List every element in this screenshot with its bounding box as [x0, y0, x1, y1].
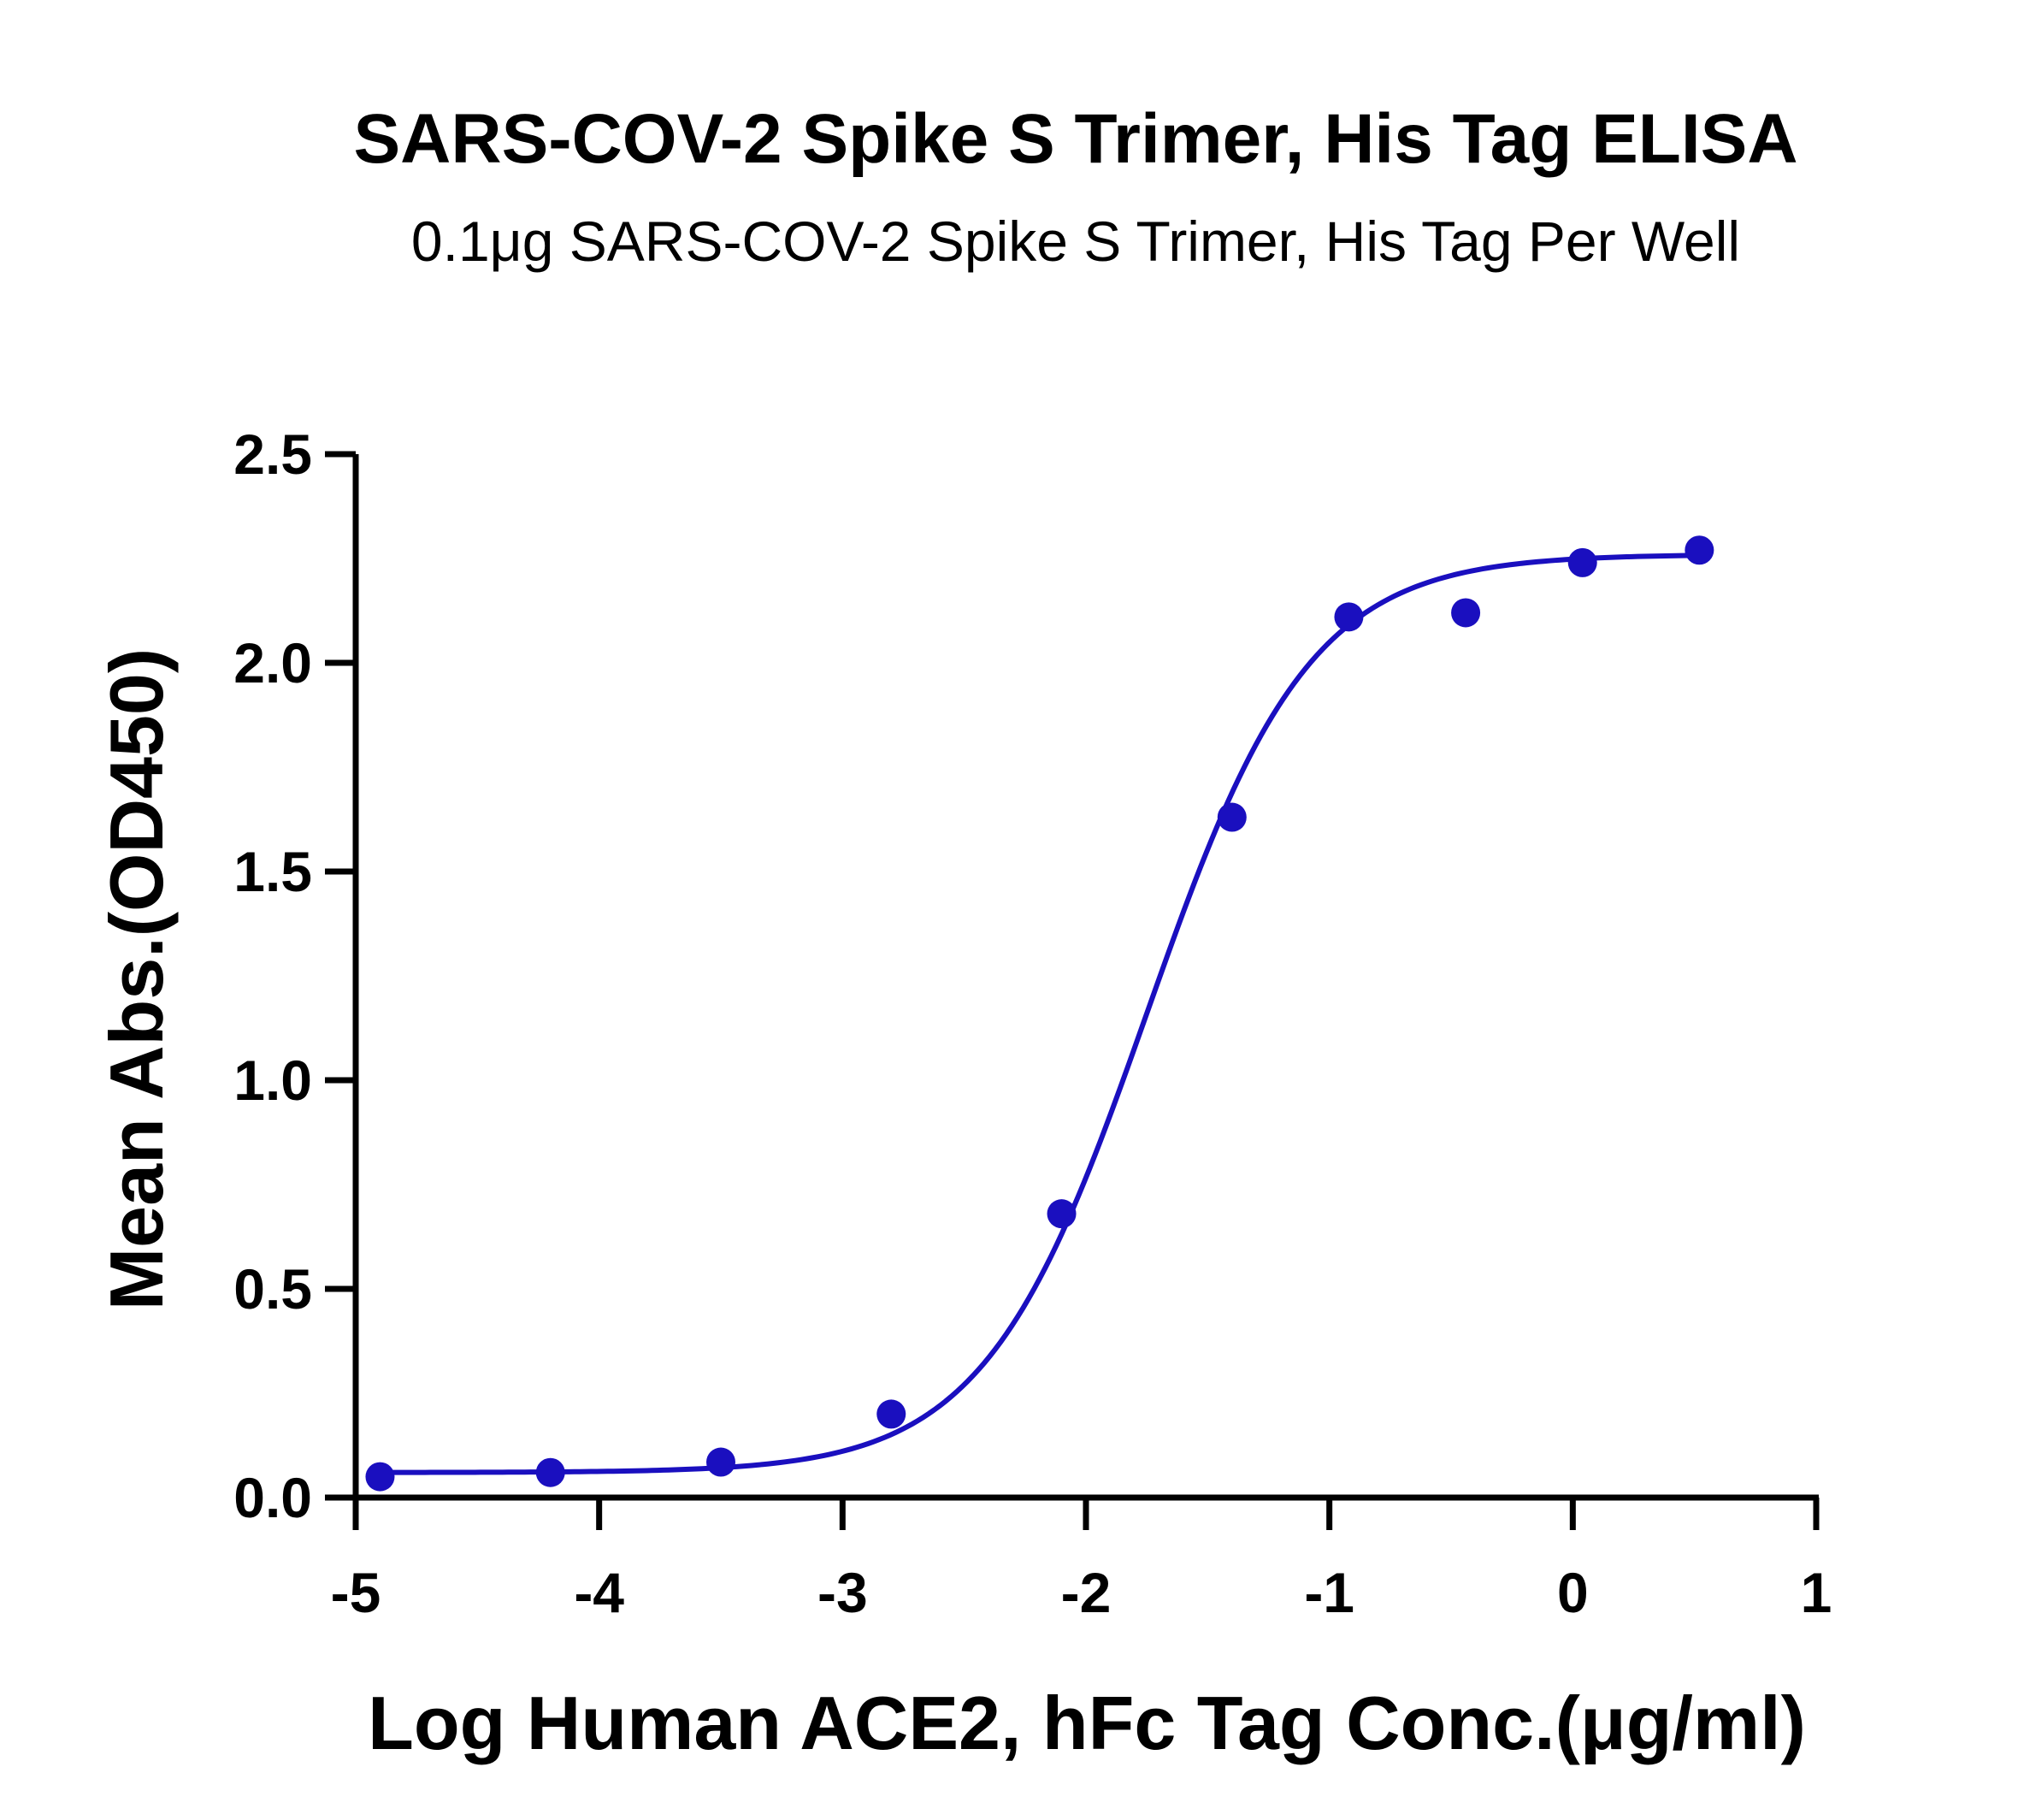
data-point	[706, 1447, 735, 1477]
data-point	[1047, 1199, 1077, 1229]
data-points	[365, 535, 1714, 1492]
data-point	[876, 1399, 906, 1429]
data-point	[535, 1457, 565, 1487]
x-tick-label: -3	[817, 1561, 868, 1624]
y-axis-label: Mean Abs.(OD450)	[94, 648, 179, 1310]
data-point	[1567, 547, 1597, 577]
y-tick-label: 2.0	[233, 631, 312, 694]
data-point	[1685, 535, 1714, 565]
y-tick-label: 1.5	[233, 840, 312, 903]
data-point	[1217, 802, 1247, 832]
x-tick-label: 1	[1801, 1561, 1832, 1624]
x-axis-label: Log Human ACE2, hFc Tag Conc.(μg/ml)	[368, 1681, 1806, 1765]
data-point	[1334, 602, 1364, 632]
chart-subtitle: 0.1μg SARS-COV-2 Spike S Trimer, His Tag…	[411, 210, 1740, 273]
y-tick-label: 0.5	[233, 1257, 312, 1321]
fit-curve	[375, 552, 1705, 1475]
y-axis: 0.0 0.5 1.0 1.5 2.0 2.5	[233, 422, 359, 1529]
y-tick-label: 1.0	[233, 1049, 312, 1112]
x-tick-label: -5	[331, 1561, 381, 1624]
y-tick-label: 0.0	[233, 1466, 312, 1529]
data-point	[1451, 598, 1481, 628]
x-tick-label: -4	[574, 1561, 624, 1624]
y-tick-label: 2.5	[233, 422, 312, 486]
x-tick-label: -2	[1061, 1561, 1112, 1624]
chart-title: SARS-COV-2 Spike S Trimer, His Tag ELISA	[353, 100, 1797, 178]
x-axis: -5 -4 -3 -2 -1 0 1	[331, 1494, 1832, 1624]
data-point	[365, 1462, 395, 1492]
x-tick-label: 0	[1557, 1561, 1589, 1624]
x-tick-label: -1	[1304, 1561, 1354, 1624]
